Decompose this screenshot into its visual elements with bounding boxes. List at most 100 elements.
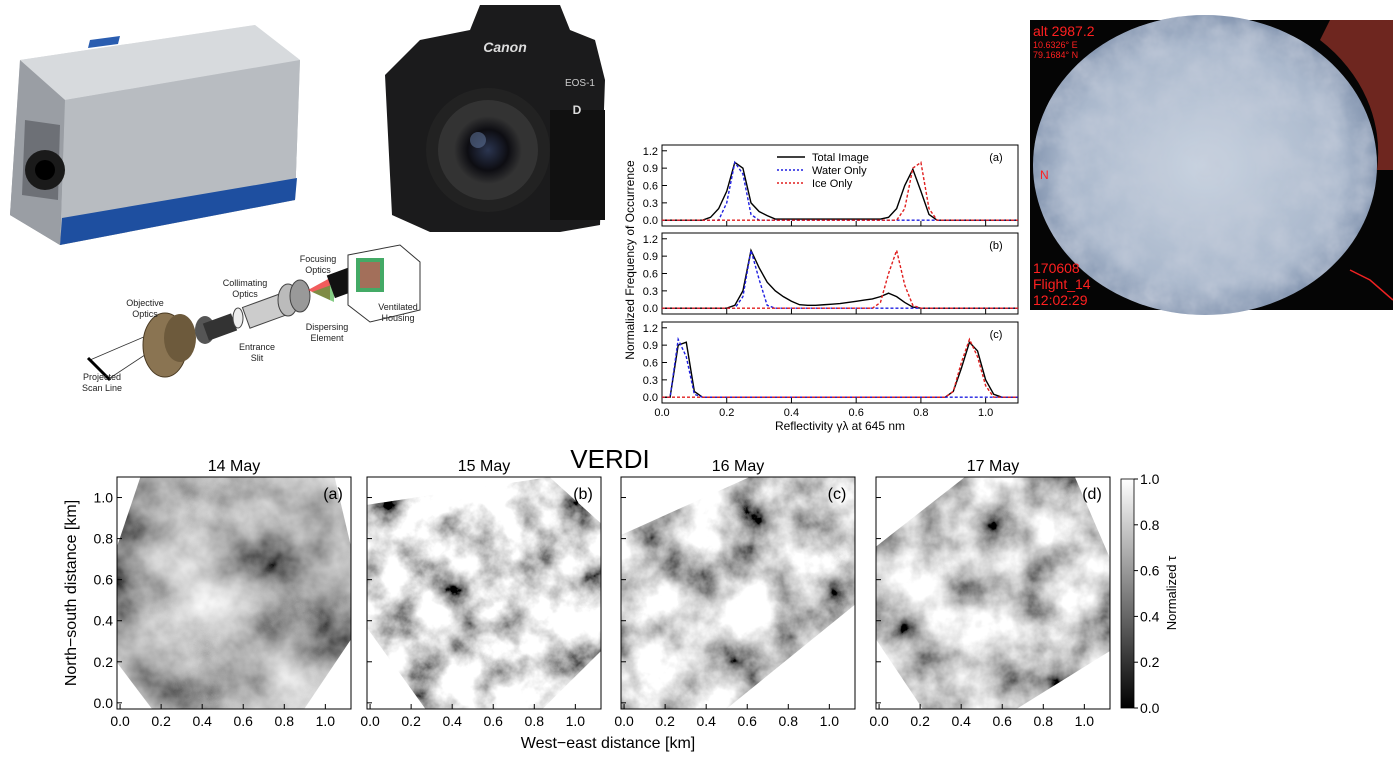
panel-label: (b) <box>989 240 1002 252</box>
x-axis-label: Reflectivity γλ at 645 nm <box>775 419 905 433</box>
x-tick-label: 1.0 <box>316 713 336 729</box>
panel-title: 17 May <box>967 458 1019 475</box>
panel-label: (b) <box>573 486 593 503</box>
y-tick-label: 0.6 <box>94 572 114 588</box>
x-tick-label: 0.4 <box>784 407 799 419</box>
x-tick-label: 0.2 <box>401 713 421 729</box>
cloud-image <box>621 477 855 709</box>
x-tick-label: 0.8 <box>913 407 928 419</box>
x-tick-label: 1.0 <box>566 713 586 729</box>
x-tick-label: 0.4 <box>192 713 212 729</box>
x-tick-label: 0.4 <box>442 713 462 729</box>
histogram-line <box>662 339 1018 397</box>
colorbar-label: Normalized τ <box>1164 555 1179 630</box>
colorbar-tick-label: 0.2 <box>1140 654 1160 670</box>
colorbar-tick-label: 0.8 <box>1140 517 1160 533</box>
diagram-label: Element <box>310 333 344 343</box>
y-tick-label: 1.2 <box>643 323 658 335</box>
colorbar <box>1121 479 1134 708</box>
colorbar-tick-label: 0.0 <box>1140 700 1160 716</box>
diagram-label: Objective <box>126 298 164 308</box>
y-tick-label: 0.9 <box>643 340 658 352</box>
y-tick-label: 0.0 <box>643 392 658 404</box>
cloud-image <box>876 477 1110 709</box>
colorbar-tick-label: 1.0 <box>1140 471 1160 487</box>
y-axis-label: Normalized Frequency of Occurrence <box>623 160 637 360</box>
panel-label: (c) <box>990 329 1003 341</box>
cloud-image <box>367 477 601 709</box>
x-tick-label: 0.6 <box>993 713 1013 729</box>
panel-frame <box>662 233 1018 314</box>
y-tick-label: 0.4 <box>94 613 114 629</box>
histogram-line <box>662 342 1018 397</box>
panel-title: 16 May <box>712 458 764 475</box>
y-tick-label: 0.6 <box>643 181 658 193</box>
x-tick-label: 0.2 <box>151 713 171 729</box>
x-axis-label: West−east distance [km] <box>521 735 695 752</box>
x-tick-label: 0.8 <box>275 713 295 729</box>
panel-title: 15 May <box>458 458 510 475</box>
x-tick-label: 0.8 <box>1034 713 1054 729</box>
x-tick-label: 1.0 <box>978 407 993 419</box>
x-tick-label: 0.2 <box>655 713 675 729</box>
diagram-label: Slit <box>251 353 264 363</box>
chart-title: VERDI <box>570 444 649 474</box>
diagram-label: Collimating <box>223 278 268 288</box>
y-tick-label: 1.2 <box>643 234 658 246</box>
x-tick-label: 0.4 <box>696 713 716 729</box>
x-tick-label: 0.0 <box>614 713 634 729</box>
panel-label: (a) <box>323 486 343 503</box>
y-tick-label: 0.6 <box>643 269 658 281</box>
diagram-label: Optics <box>232 289 258 299</box>
camera-model: EOS-1 <box>565 78 595 89</box>
diagram-label: Projected <box>83 372 121 382</box>
camera-badge: D <box>573 103 582 117</box>
x-tick-label: 0.6 <box>234 713 254 729</box>
y-tick-label: 0.0 <box>643 215 658 227</box>
x-tick-label: 1.0 <box>820 713 840 729</box>
diagram-label: Optics <box>305 265 331 275</box>
y-tick-label: 1.2 <box>643 146 658 158</box>
histogram-line <box>662 250 1018 308</box>
x-tick-label: 0.6 <box>849 407 864 419</box>
diagram-label: Optics <box>132 309 158 319</box>
heading: N <box>1040 168 1049 182</box>
x-tick-label: 0.0 <box>654 407 669 419</box>
panel-label: (a) <box>989 152 1002 164</box>
y-tick-label: 0.3 <box>643 286 658 298</box>
y-tick-label: 0.8 <box>94 531 114 547</box>
diagram-label: Housing <box>381 313 414 323</box>
canon-photo: Canon EOS-1 D <box>385 5 605 232</box>
x-tick-label: 0.0 <box>360 713 380 729</box>
y-tick-label: 0.6 <box>643 358 658 370</box>
legend-label: Water Only <box>812 165 867 177</box>
camera-brand: Canon <box>483 39 527 55</box>
legend-label: Ice Only <box>812 178 853 190</box>
histogram-line <box>662 250 1018 308</box>
sky-image <box>1030 15 1393 315</box>
diagram-label: Focusing <box>300 254 337 264</box>
x-tick-label: 0.8 <box>779 713 799 729</box>
y-tick-label: 0.3 <box>643 198 658 210</box>
panel-title: 14 May <box>208 458 260 475</box>
x-tick-label: 0.6 <box>484 713 504 729</box>
latitude: 79.1684° N <box>1033 50 1078 60</box>
altitude: alt 2987.2 <box>1033 23 1095 39</box>
y-tick-label: 0.0 <box>643 303 658 315</box>
date: 170608 <box>1033 260 1080 276</box>
diagram-label: Scan Line <box>82 383 122 393</box>
colorbar-tick-label: 0.4 <box>1140 608 1160 624</box>
diagram-label: Entrance <box>239 342 275 352</box>
x-tick-label: 0.4 <box>951 713 971 729</box>
flight: Flight_14 <box>1033 276 1091 292</box>
x-tick-label: 0.2 <box>719 407 734 419</box>
y-tick-label: 0.2 <box>94 654 114 670</box>
x-tick-label: 0.6 <box>738 713 758 729</box>
panel-label: (c) <box>828 486 847 503</box>
y-axis-label: North−south distance [km] <box>63 500 80 686</box>
y-tick-label: 1.0 <box>94 490 114 506</box>
x-tick-label: 0.0 <box>869 713 889 729</box>
legend-label: Total Image <box>812 152 869 164</box>
panel-label: (d) <box>1082 486 1102 503</box>
time: 12:02:29 <box>1033 292 1088 308</box>
